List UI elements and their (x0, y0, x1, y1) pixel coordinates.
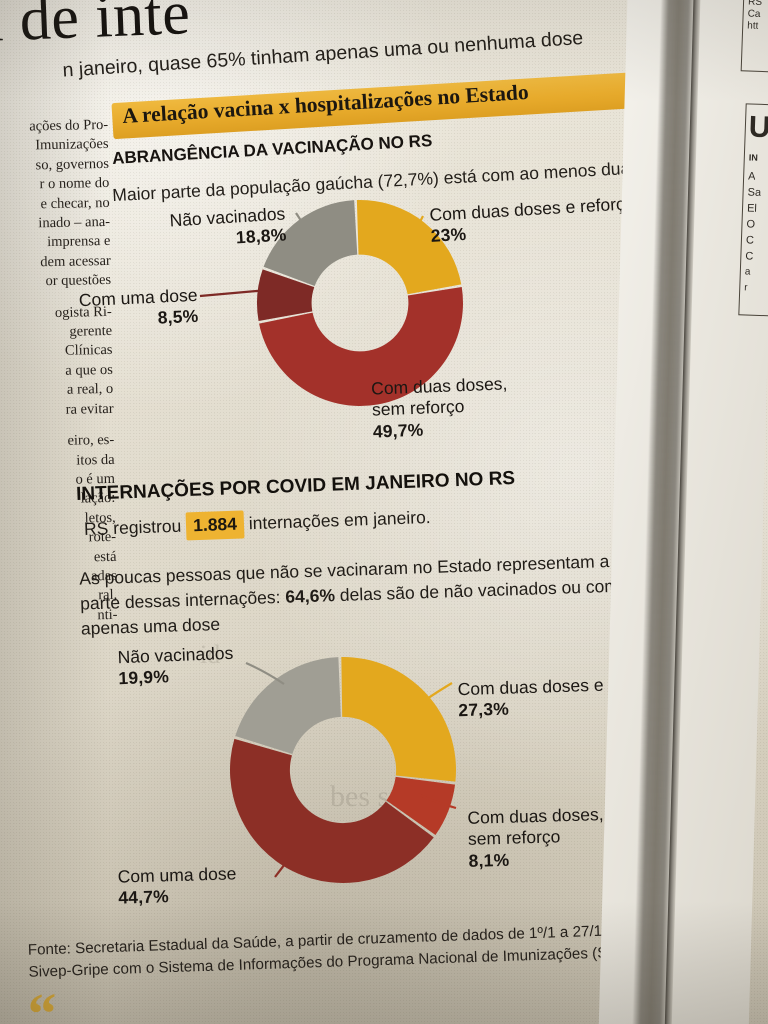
donut-chart-internacoes (225, 652, 461, 888)
callout-value: 44,7% (118, 886, 170, 908)
donut-slice (230, 738, 434, 883)
chart2-callout-nao-vacinados: Não vacinados 19,9% (117, 643, 234, 690)
right-page-box-1: RS Ca htt (740, 0, 768, 73)
donut-slice (341, 657, 456, 782)
right-page-text: C (745, 250, 754, 263)
callout-value: 49,7% (372, 419, 424, 442)
chart1-callout-uma-dose: Com uma dose 8,5% (57, 285, 199, 334)
chart1-kicker: ABRANGÊNCIA DA VACINAÇÃO NO RS (111, 131, 433, 168)
paragraph-line-c: apenas uma dose (80, 613, 221, 639)
right-page-text: El (746, 202, 758, 215)
right-page-text: Ca (747, 8, 761, 20)
chart2-callout-uma-dose: Com uma dose 44,7% (117, 863, 237, 909)
decorative-quote-glyph: “ (26, 980, 59, 1024)
right-page-text: Sa (747, 186, 762, 199)
paragraph-line-b-after: delas são de não vacinados ou com (339, 575, 620, 605)
internacoes-line-1: RS registrou 1.884 internações em janeir… (84, 504, 431, 544)
right-page-text: O (746, 218, 756, 231)
percent-nao-vacinados: 64,6% (284, 585, 336, 607)
page-fold-curl (598, 0, 768, 1024)
donut-slice (235, 657, 341, 755)
line1-before: RS registrou (83, 515, 182, 540)
right-page-text: r (744, 282, 748, 294)
donut-slice (263, 200, 358, 286)
chart2-callout-duas-doses-sem-reforco: Com duas doses, sem reforço 8,1% (467, 804, 605, 872)
donut-chart-abrangencia (251, 194, 470, 413)
right-page-text: htt (747, 20, 759, 32)
donut-slice (257, 269, 315, 321)
right-page-dropcap: U (748, 110, 768, 145)
callout-label-line1: Com duas doses, (467, 804, 604, 828)
callout-value: 19,9% (118, 666, 170, 689)
right-page-text: RS (747, 0, 763, 8)
right-page-text: IN (748, 152, 758, 163)
section-title-internacoes: INTERNAÇÕES POR COVID EM JANEIRO NO RS (75, 467, 516, 506)
donut-chart-1-svg (257, 200, 463, 406)
callout-value: 8,1% (468, 849, 510, 871)
donut-chart-2-svg (230, 657, 456, 883)
right-page-text: A (747, 170, 756, 183)
chart1-callout-nao-vacinados: Não vacinados 18,8% (135, 203, 287, 255)
paragraph-line-b-before: parte dessas internações: (79, 586, 281, 614)
internacoes-count-highlight: 1.884 (185, 510, 245, 541)
right-page-text: C (745, 234, 755, 247)
donut-slice (259, 286, 463, 406)
donut-slice (356, 200, 462, 295)
line1-after: internações em janeiro. (248, 506, 431, 534)
chart1-callout-duas-doses-sem-reforco: Com duas doses, sem reforço 49,7% (371, 373, 510, 442)
right-page-text: a (744, 266, 751, 278)
callout-label: Com uma dose (117, 863, 237, 887)
